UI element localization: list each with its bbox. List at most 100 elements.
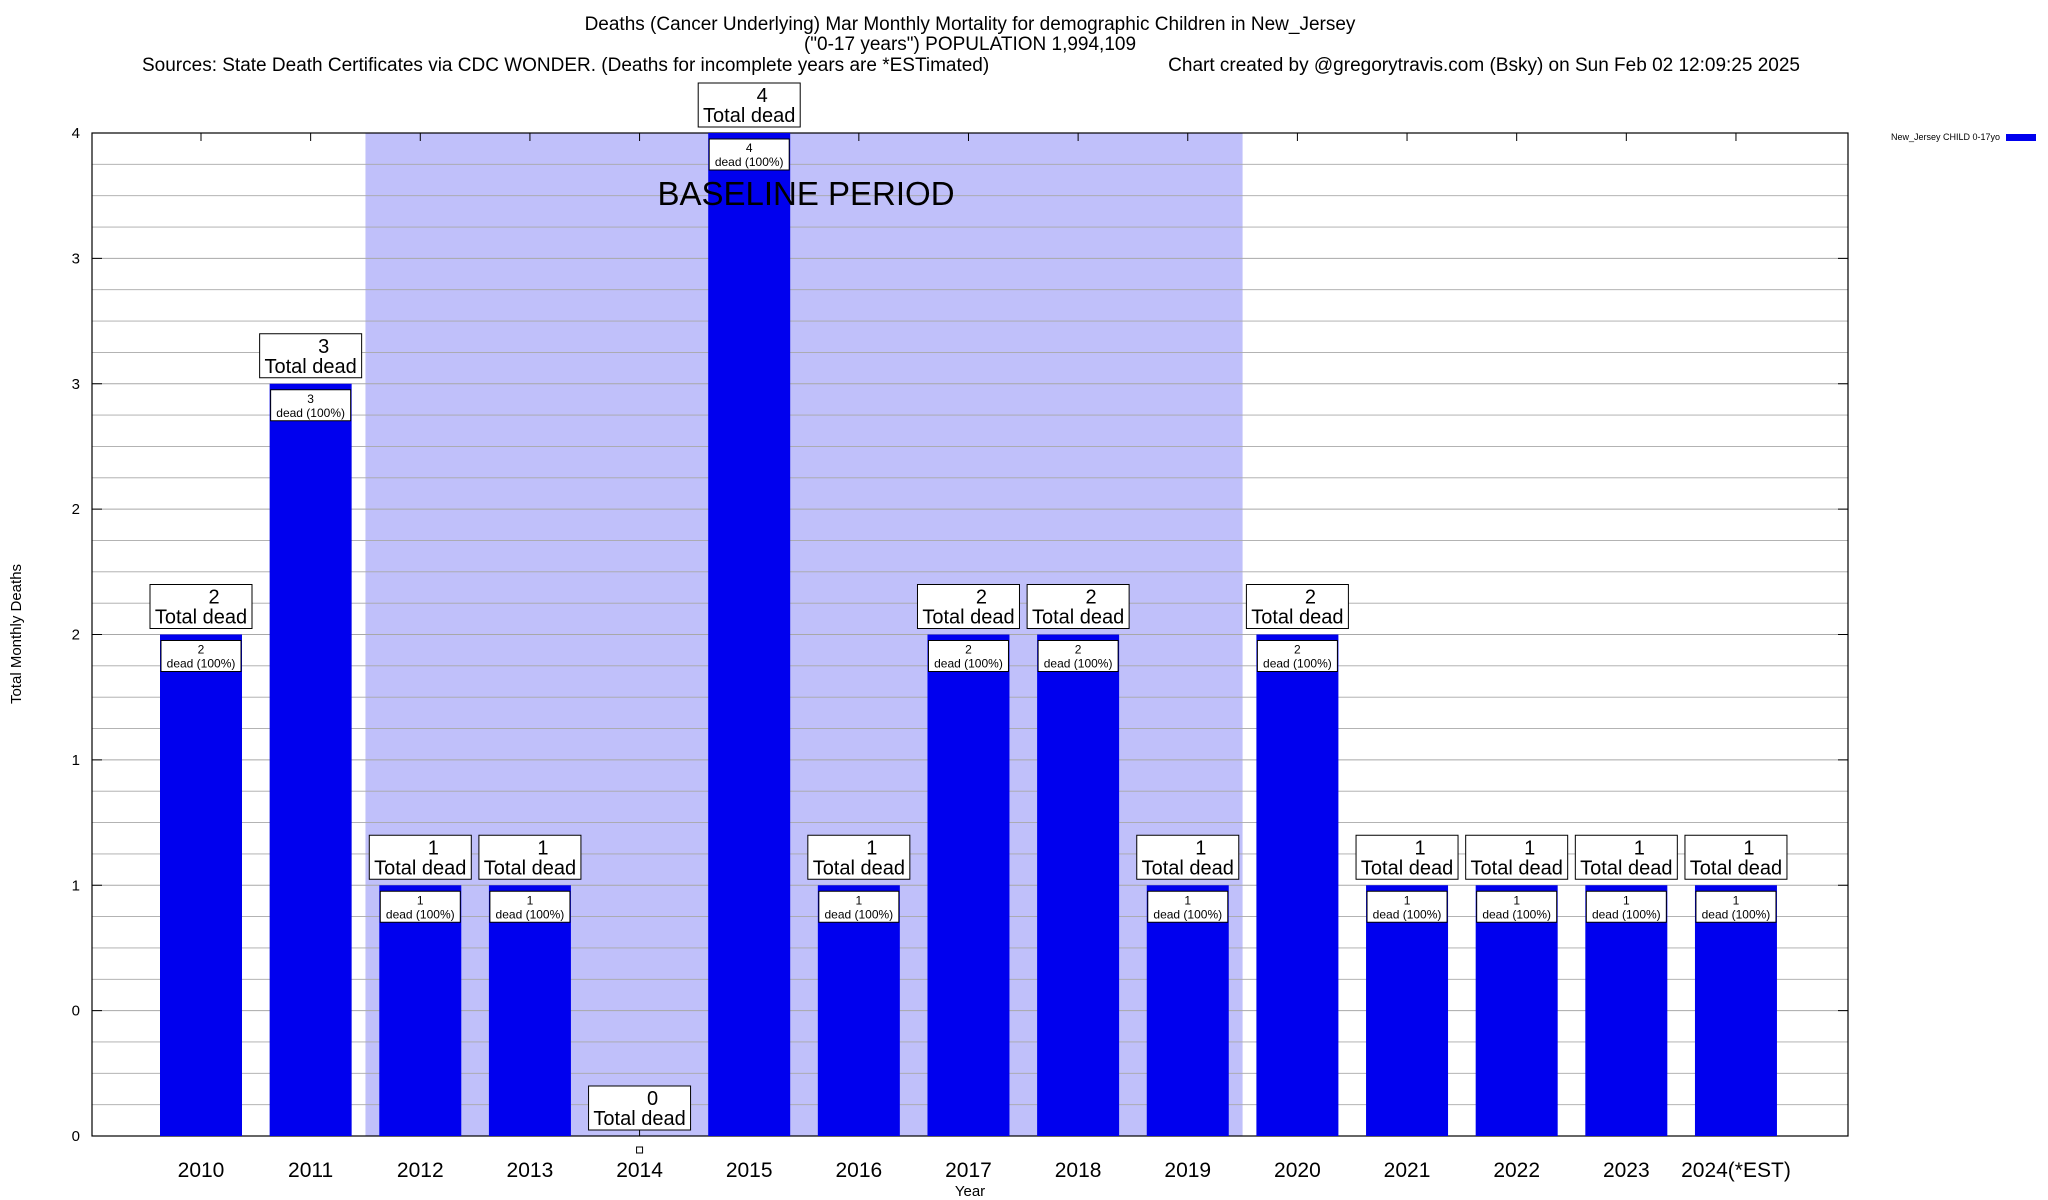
total-label-box: [1245, 584, 1349, 629]
total-value-label: 1: [1743, 837, 1754, 859]
x-tick-label: 2012: [397, 1159, 444, 1182]
bar-label-box: [270, 389, 352, 422]
y-axis-title: Total Monthly Deaths: [8, 564, 25, 704]
y-tick-label: 3: [72, 250, 80, 267]
total-value-label: 1: [1524, 837, 1535, 859]
total-value-label: 0: [647, 1088, 658, 1110]
total-value-label: 2: [1305, 587, 1316, 609]
bar-value-label: 1: [1184, 893, 1191, 907]
bar-caption-label: dead (100%): [1702, 907, 1771, 921]
total-label-box: [697, 82, 801, 128]
bar: [817, 885, 900, 1136]
bar-value-label: 4: [746, 141, 753, 155]
y-tick-label: 0: [72, 1128, 80, 1145]
bar-value-label: 1: [1513, 893, 1520, 907]
bar-caption-label: dead (100%): [934, 657, 1003, 671]
bar: [488, 885, 571, 1136]
y-tick-label: 2: [72, 501, 80, 518]
baseline-label: BASELINE PERIOD: [657, 175, 954, 212]
total-caption-label: Total dead: [593, 1108, 685, 1130]
legend: New_Jersey CHILD 0-17yo: [1891, 132, 2036, 142]
x-tick-label: 2010: [178, 1159, 225, 1182]
bar-caption-label: dead (100%): [496, 907, 565, 921]
total-value-label: 2: [1086, 587, 1097, 609]
total-label-box: [478, 834, 582, 880]
bar-label-box: [1476, 890, 1558, 923]
chart-title: Deaths (Cancer Underlying) Mar Monthly M…: [585, 14, 1356, 35]
bar-value-label: 1: [1623, 893, 1630, 907]
bar: [1694, 885, 1777, 1136]
bar-value-label: 2: [198, 643, 205, 657]
bar-label-box: [1147, 890, 1229, 923]
bar: [379, 885, 462, 1136]
bar-caption-label: dead (100%): [1044, 657, 1113, 671]
y-tick-label: 3: [72, 376, 80, 393]
bar: [160, 634, 242, 1136]
bar: [708, 133, 791, 1136]
x-tick-label: 2014: [616, 1159, 663, 1182]
total-label-box: [1026, 584, 1130, 629]
chart-credit: Chart created by @gregorytravis.com (Bsk…: [1168, 55, 1800, 76]
total-value-label: 4: [757, 85, 768, 107]
bar-caption-label: dead (100%): [1482, 907, 1551, 921]
bar: [1037, 634, 1120, 1136]
x-tick-label: 2016: [835, 1159, 882, 1182]
bar-caption-label: dead (100%): [715, 155, 784, 169]
bar-value-label: 1: [1733, 893, 1740, 907]
x-tick-label: 2017: [945, 1159, 992, 1182]
total-value-label: 1: [1634, 837, 1645, 859]
total-caption-label: Total dead: [813, 857, 905, 879]
total-caption-label: Total dead: [1142, 857, 1234, 879]
bar-label-box: [818, 890, 900, 923]
total-label-box: [149, 584, 253, 629]
total-caption-label: Total dead: [1361, 857, 1453, 879]
x-tick-label: 2013: [507, 1159, 554, 1182]
legend-label: New_Jersey CHILD 0-17yo: [1891, 132, 2000, 142]
chart-subtitle: ("0-17 years") POPULATION 1,994,109: [804, 34, 1136, 55]
total-caption-label: Total dead: [1032, 607, 1124, 629]
total-caption-label: Total dead: [922, 607, 1014, 629]
total-value-label: 1: [537, 837, 548, 859]
bar-value-label: 1: [527, 893, 534, 907]
bar-value-label: 2: [1075, 643, 1082, 657]
bar: [1475, 885, 1558, 1136]
bar-caption-label: dead (100%): [824, 907, 893, 921]
bar-label-box: [1366, 890, 1448, 923]
bar: [636, 1146, 644, 1154]
total-label-box: [916, 584, 1020, 629]
bar-label-box: [379, 890, 461, 923]
bar-label-box: [1695, 890, 1777, 923]
bar-caption-label: dead (100%): [1153, 907, 1222, 921]
total-label-box: [1355, 834, 1459, 880]
bar-label-box: [160, 640, 242, 672]
bar: [927, 634, 1010, 1136]
bar-caption-label: dead (100%): [1592, 907, 1661, 921]
total-label-box: [807, 834, 911, 880]
x-tick-label: 2023: [1603, 1159, 1650, 1182]
total-caption-label: Total dead: [155, 607, 247, 629]
bar-caption-label: dead (100%): [167, 657, 236, 671]
x-tick-label: 2024(*EST): [1681, 1159, 1791, 1182]
total-caption-label: Total dead: [1251, 607, 1343, 629]
bar: [1366, 885, 1449, 1136]
total-caption-label: Total dead: [374, 857, 466, 879]
bar-value-label: 2: [965, 643, 972, 657]
total-label-box: [1684, 834, 1788, 880]
bar-value-label: 2: [1294, 643, 1301, 657]
y-tick-label: 1: [72, 877, 80, 894]
bar-value-label: 1: [417, 893, 424, 907]
x-tick-label: 2011: [288, 1159, 333, 1182]
bar-label-box: [1585, 890, 1667, 923]
y-tick-label: 0: [72, 1003, 80, 1020]
y-tick-label: 1: [72, 752, 80, 769]
legend-swatch: [2006, 134, 2036, 141]
chart-sources: Sources: State Death Certificates via CD…: [142, 55, 989, 76]
total-label-box: [1574, 834, 1678, 880]
bar-value-label: 3: [307, 392, 314, 406]
total-caption-label: Total dead: [484, 857, 576, 879]
total-value-label: 2: [976, 587, 987, 609]
bar-value-label: 1: [855, 893, 862, 907]
total-label-box: [368, 834, 472, 880]
total-label-box: [1136, 834, 1240, 880]
bar-label-box: [708, 138, 790, 171]
